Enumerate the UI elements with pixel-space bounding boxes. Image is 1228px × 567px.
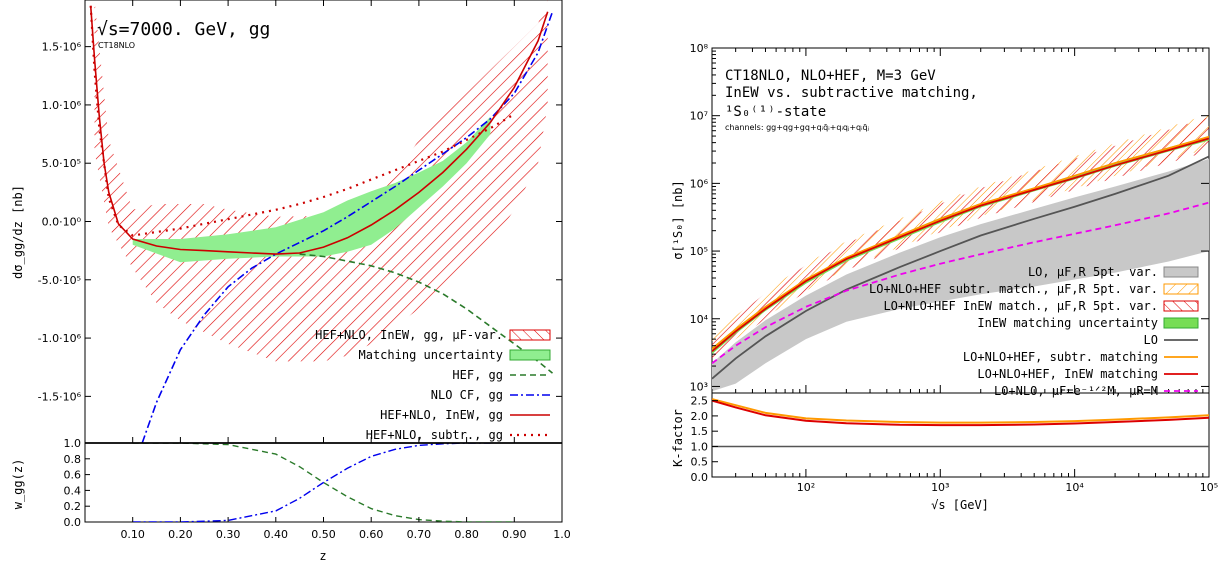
left-ylabel: dσ_gg/dz [nb] bbox=[11, 185, 25, 279]
plot-area bbox=[132, 443, 515, 522]
right-subtitle: InEW vs. subtractive matching, bbox=[725, 85, 978, 101]
series-line-3 bbox=[89, 5, 515, 237]
plot-area bbox=[712, 114, 1209, 392]
y-tick-label: 1.0 bbox=[691, 440, 709, 453]
legend-label-0: HEF+NLO, InEW, gg, μF-var. bbox=[315, 328, 503, 342]
legend-swatch-1 bbox=[1163, 283, 1199, 295]
y-tick-label: 1.0·10⁶ bbox=[42, 99, 82, 112]
x-tick-label: 0.50 bbox=[311, 528, 336, 541]
legend-label-1: LO+NLO+HEF subtr. match., μF,R 5pt. var. bbox=[869, 282, 1158, 296]
right-title: CT18NLO, NLO+HEF, M=3 GeV bbox=[725, 68, 936, 84]
y-tick-label: 1.0 bbox=[64, 437, 82, 450]
y-tick-label: 0.0 bbox=[691, 471, 709, 484]
weight-line-1 bbox=[132, 443, 491, 522]
y-tick-label: 0.6 bbox=[64, 469, 82, 482]
left-weight-ylabel: w_gg(z) bbox=[11, 459, 25, 510]
x-tick-label: 0.60 bbox=[359, 528, 384, 541]
left-weight-panel: 1.0 0.8 0.6 0.4 0.2 0.0 0.10 0.20 0.30 0.40 0.50 0.… bbox=[64, 437, 571, 541]
x-tick-label: 10³ bbox=[931, 481, 949, 494]
right-main-panel: 10³ 10⁴ 10⁵ 10⁶ 10⁷ 10⁸ LO, μF,R 5pt. var. LO+N… bbox=[690, 42, 1210, 398]
x-tick-label: 0.90 bbox=[502, 528, 527, 541]
xsec-line-3 bbox=[712, 201, 1209, 365]
legend-swatch-3 bbox=[1163, 317, 1199, 329]
legend-swatch-0 bbox=[1163, 266, 1199, 278]
band-lo-variation bbox=[712, 158, 1209, 392]
right-ylabel: σ[¹S₀] [nb] bbox=[671, 180, 685, 259]
kfactor-line-1 bbox=[712, 398, 1209, 424]
legend-label-2: LO+NLO+HEF InEW match., μF,R 5pt. var. bbox=[883, 299, 1158, 313]
kfactor-line-2 bbox=[712, 399, 1209, 427]
xsec-line-2 bbox=[712, 137, 1209, 352]
series-line-1 bbox=[141, 11, 554, 443]
legend-label-4: LO bbox=[1144, 333, 1158, 347]
y-tick-label: -1.0·10⁶ bbox=[38, 332, 82, 345]
left-xlabel: z bbox=[319, 549, 326, 563]
legend-label-2: HEF, gg bbox=[452, 368, 503, 382]
left-title: √s=7000. GeV, gg bbox=[97, 19, 270, 40]
right-xlabel: √s [GeV] bbox=[931, 498, 989, 512]
series-line-2 bbox=[89, 5, 549, 255]
x-tick-label: 0.80 bbox=[454, 528, 479, 541]
y-tick-label: 2.0 bbox=[691, 410, 709, 423]
xsec-line-1 bbox=[712, 135, 1209, 350]
y-tick-label: 0.0·10⁰ bbox=[42, 216, 82, 229]
legend-swatch-2 bbox=[1163, 300, 1199, 312]
right-kfactor-panel: 2.5 2.0 1.5 1.0 0.5 0.0 10² 10³ 10⁴ 10⁵ bbox=[691, 392, 1218, 494]
plot-area bbox=[89, 0, 554, 443]
band-inew-variation bbox=[712, 117, 1209, 362]
x-tick-label: 10⁵ bbox=[1200, 481, 1218, 494]
legend-label-5: LO+NLO+HEF, subtr. matching bbox=[963, 350, 1158, 364]
series-line-0 bbox=[299, 253, 554, 374]
y-tick-label: 5.0·10⁵ bbox=[42, 157, 81, 170]
plot-frame bbox=[711, 392, 1210, 478]
y-tick-label: 10⁴ bbox=[690, 313, 709, 326]
y-tick-label: 0.8 bbox=[64, 453, 82, 466]
legend-label-1: Matching uncertainty bbox=[359, 348, 504, 362]
y-tick-label: 0.0 bbox=[64, 516, 82, 529]
x-tick-label: 10⁴ bbox=[1065, 481, 1084, 494]
y-tick-label: 1.5·10⁶ bbox=[42, 41, 82, 54]
y-tick-label: 10⁶ bbox=[690, 177, 709, 190]
y-tick-label: 10⁷ bbox=[690, 110, 708, 123]
legend-label-4: HEF+NLO, InEW, gg bbox=[380, 408, 503, 422]
x-tick-label: 0.20 bbox=[168, 528, 193, 541]
weight-line-0 bbox=[132, 443, 515, 522]
x-tick-label: 0.70 bbox=[407, 528, 432, 541]
right-state: ¹S₀⁽¹⁾-state bbox=[725, 104, 826, 120]
y-tick-label: -5.0·10⁵ bbox=[38, 274, 81, 287]
legend-label-5: HEF+NLO, subtr., gg bbox=[366, 428, 503, 442]
y-tick-label: 10³ bbox=[690, 380, 708, 393]
y-tick-label: -1.5·10⁶ bbox=[38, 390, 82, 403]
x-tick-label: 1.0 bbox=[553, 528, 571, 541]
legend-label-3: InEW matching uncertainty bbox=[977, 316, 1158, 330]
y-tick-label: 0.4 bbox=[64, 484, 82, 497]
band-mu-variation bbox=[94, 0, 548, 362]
y-tick-label: 0.2 bbox=[64, 500, 82, 513]
y-tick-label: 10⁵ bbox=[690, 245, 708, 258]
legend-swatch-0 bbox=[509, 329, 551, 341]
x-tick-label: 0.40 bbox=[264, 528, 289, 541]
legend-label-6: LO+NLO+HEF, InEW matching bbox=[977, 367, 1158, 381]
legend-swatch-1 bbox=[509, 349, 551, 361]
y-tick-label: 10⁸ bbox=[690, 42, 709, 55]
y-tick-label: 0.5 bbox=[691, 456, 709, 469]
xsec-line-0 bbox=[712, 155, 1209, 380]
legend-label-0: LO, μF,R 5pt. var. bbox=[1028, 265, 1158, 279]
legend-label-3: NLO CF, gg bbox=[431, 388, 503, 402]
x-tick-label: 10² bbox=[797, 481, 815, 494]
right-channels: channels: gg+qg+gq+qᵢq̄ᵢ+qᵢqⱼ+qᵢq̄ⱼ bbox=[725, 123, 869, 132]
left-subtitle: CT18NLO bbox=[98, 41, 135, 50]
x-tick-label: 0.10 bbox=[120, 528, 145, 541]
legend-label-7: LO+NLO, μF=e⁻¹ᐟ²M, μR=M bbox=[994, 384, 1158, 398]
right-kfactor-ylabel: K-factor bbox=[671, 409, 685, 467]
y-tick-label: 1.5 bbox=[691, 425, 709, 438]
y-tick-label: 2.5 bbox=[691, 395, 709, 408]
plot-area bbox=[712, 398, 1209, 448]
x-tick-label: 0.30 bbox=[216, 528, 241, 541]
left-main-panel: 1.5·10⁶ 1.0·10⁶ 5.0·10⁵ 0.0·10⁰ -5.0·10⁵ -1.0… bbox=[38, 0, 563, 444]
